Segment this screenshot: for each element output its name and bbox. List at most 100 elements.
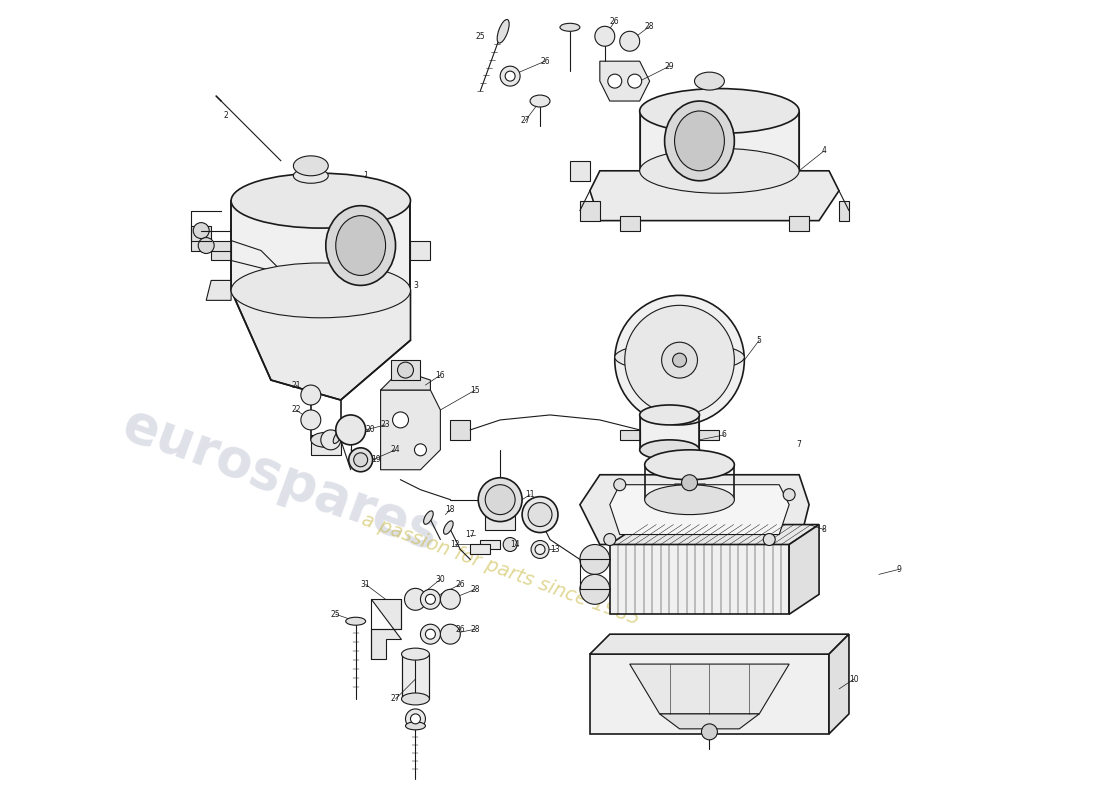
Text: 16: 16 [436,370,446,379]
Ellipse shape [664,101,735,181]
Text: 21: 21 [292,381,300,390]
Text: 13: 13 [550,545,560,554]
Text: 26: 26 [540,57,550,66]
Circle shape [528,502,552,526]
Text: 27: 27 [520,117,530,126]
Circle shape [664,465,674,474]
Circle shape [614,478,626,490]
Circle shape [503,538,517,551]
Circle shape [522,497,558,533]
Text: 23: 23 [381,421,390,430]
Text: 28: 28 [645,22,654,31]
Circle shape [702,724,717,740]
Circle shape [301,385,321,405]
Circle shape [410,714,420,724]
Circle shape [619,31,640,51]
Ellipse shape [231,263,410,318]
Circle shape [397,362,414,378]
Polygon shape [570,161,590,181]
Polygon shape [206,281,231,300]
Text: 27: 27 [390,694,400,703]
Circle shape [531,541,549,558]
Circle shape [440,590,460,610]
Polygon shape [211,241,231,261]
Polygon shape [450,420,471,440]
Text: 8: 8 [822,525,826,534]
Polygon shape [839,201,849,221]
Ellipse shape [333,430,342,443]
Polygon shape [629,664,789,714]
Polygon shape [580,474,810,545]
Circle shape [406,709,426,729]
Polygon shape [660,714,759,729]
Ellipse shape [560,23,580,31]
Circle shape [301,410,321,430]
Text: 6: 6 [722,430,727,439]
Circle shape [580,574,609,604]
Text: 25: 25 [331,610,341,618]
Ellipse shape [674,111,725,170]
Polygon shape [619,430,640,440]
Circle shape [628,74,641,88]
Polygon shape [590,654,829,734]
Circle shape [336,415,365,445]
Ellipse shape [294,156,328,176]
Circle shape [661,342,697,378]
Text: 26: 26 [455,625,465,634]
Polygon shape [600,61,650,101]
Polygon shape [590,170,839,221]
Text: 7: 7 [796,440,802,450]
Polygon shape [609,545,789,614]
Text: 10: 10 [849,674,859,683]
Polygon shape [609,485,789,534]
Ellipse shape [311,432,341,447]
Polygon shape [311,435,341,455]
Text: 17: 17 [465,530,475,539]
Polygon shape [619,216,640,230]
Circle shape [321,430,341,450]
Text: 22: 22 [292,406,300,414]
Polygon shape [402,654,429,699]
Ellipse shape [231,174,410,228]
Text: 24: 24 [390,446,400,454]
Ellipse shape [406,722,426,730]
Circle shape [682,474,697,490]
Text: 29: 29 [664,62,674,70]
Polygon shape [231,201,410,290]
Ellipse shape [326,206,396,286]
Text: 9: 9 [896,565,901,574]
Text: 31: 31 [361,580,371,589]
Circle shape [354,453,367,466]
Text: 19: 19 [371,455,381,464]
Ellipse shape [645,485,735,514]
Text: 25: 25 [475,32,485,41]
Polygon shape [700,430,719,440]
Polygon shape [381,390,440,470]
Ellipse shape [645,450,735,480]
Text: 4: 4 [822,146,826,155]
Polygon shape [485,500,515,530]
Circle shape [478,478,522,522]
Text: 12: 12 [451,540,460,549]
Text: 3: 3 [412,281,418,290]
Ellipse shape [694,72,725,90]
Circle shape [426,594,436,604]
Polygon shape [609,525,820,545]
Circle shape [580,545,609,574]
Circle shape [625,306,735,415]
Circle shape [405,588,427,610]
Text: 14: 14 [510,540,520,549]
Circle shape [595,26,615,46]
Ellipse shape [530,95,550,107]
Polygon shape [789,525,820,614]
Polygon shape [390,360,420,380]
Circle shape [415,444,427,456]
Circle shape [349,448,373,472]
Circle shape [420,590,440,610]
Text: eurospares: eurospares [116,398,447,561]
Circle shape [615,295,745,425]
Text: 15: 15 [471,386,480,394]
Text: 30: 30 [436,575,446,584]
Text: 26: 26 [455,580,465,589]
Text: a passion for parts since 1985: a passion for parts since 1985 [359,510,641,629]
